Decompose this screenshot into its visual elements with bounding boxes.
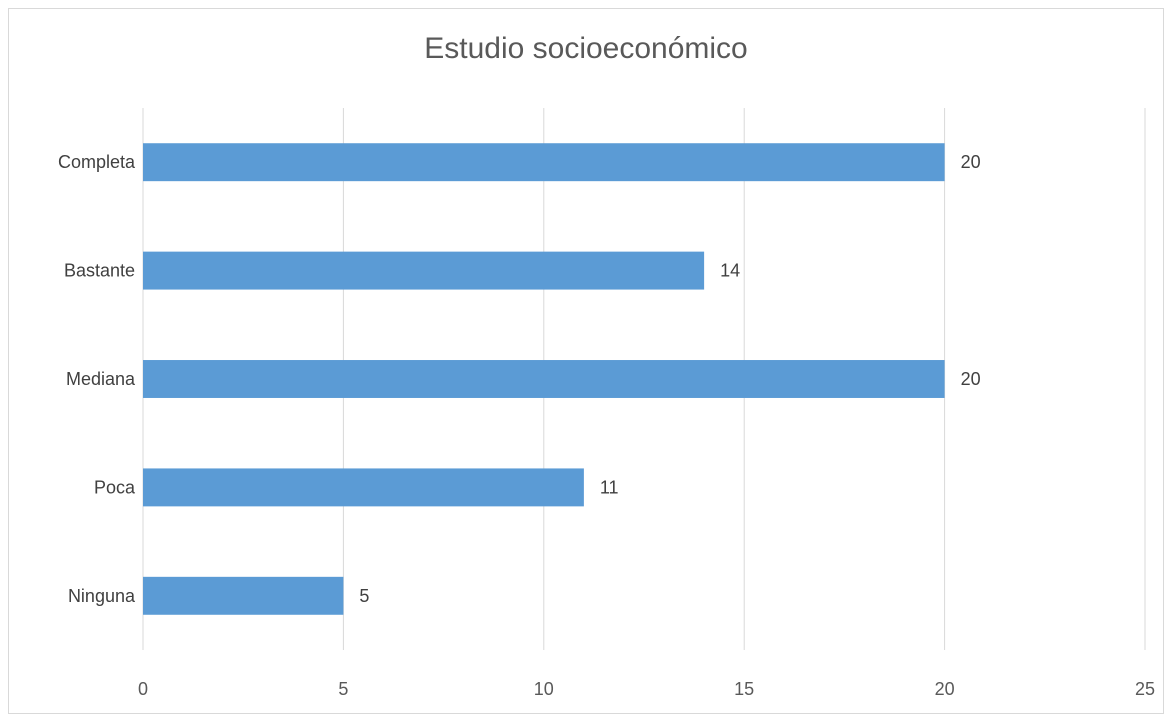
data-label: 5 xyxy=(359,586,369,606)
x-tick-label: 25 xyxy=(1135,679,1155,699)
x-tick-label: 10 xyxy=(534,679,554,699)
bar[interactable] xyxy=(143,468,584,507)
chart-title: Estudio socioeconómico xyxy=(424,32,748,65)
x-tick-label: 0 xyxy=(138,679,148,699)
x-tick-label: 5 xyxy=(338,679,348,699)
category-label: Completa xyxy=(58,152,136,172)
category-label: Mediana xyxy=(66,369,136,389)
data-label: 11 xyxy=(600,477,619,497)
data-label: 14 xyxy=(720,261,740,281)
bar[interactable] xyxy=(143,143,945,182)
category-label: Poca xyxy=(94,477,136,497)
data-label: 20 xyxy=(961,369,981,389)
bar[interactable] xyxy=(143,360,945,398)
bar[interactable] xyxy=(143,251,705,290)
data-label: 20 xyxy=(961,152,981,172)
x-tick-label: 15 xyxy=(734,679,754,699)
bar[interactable] xyxy=(143,576,344,615)
x-tick-label: 20 xyxy=(935,679,955,699)
category-label: Ninguna xyxy=(68,586,136,606)
category-label: Bastante xyxy=(64,261,135,281)
